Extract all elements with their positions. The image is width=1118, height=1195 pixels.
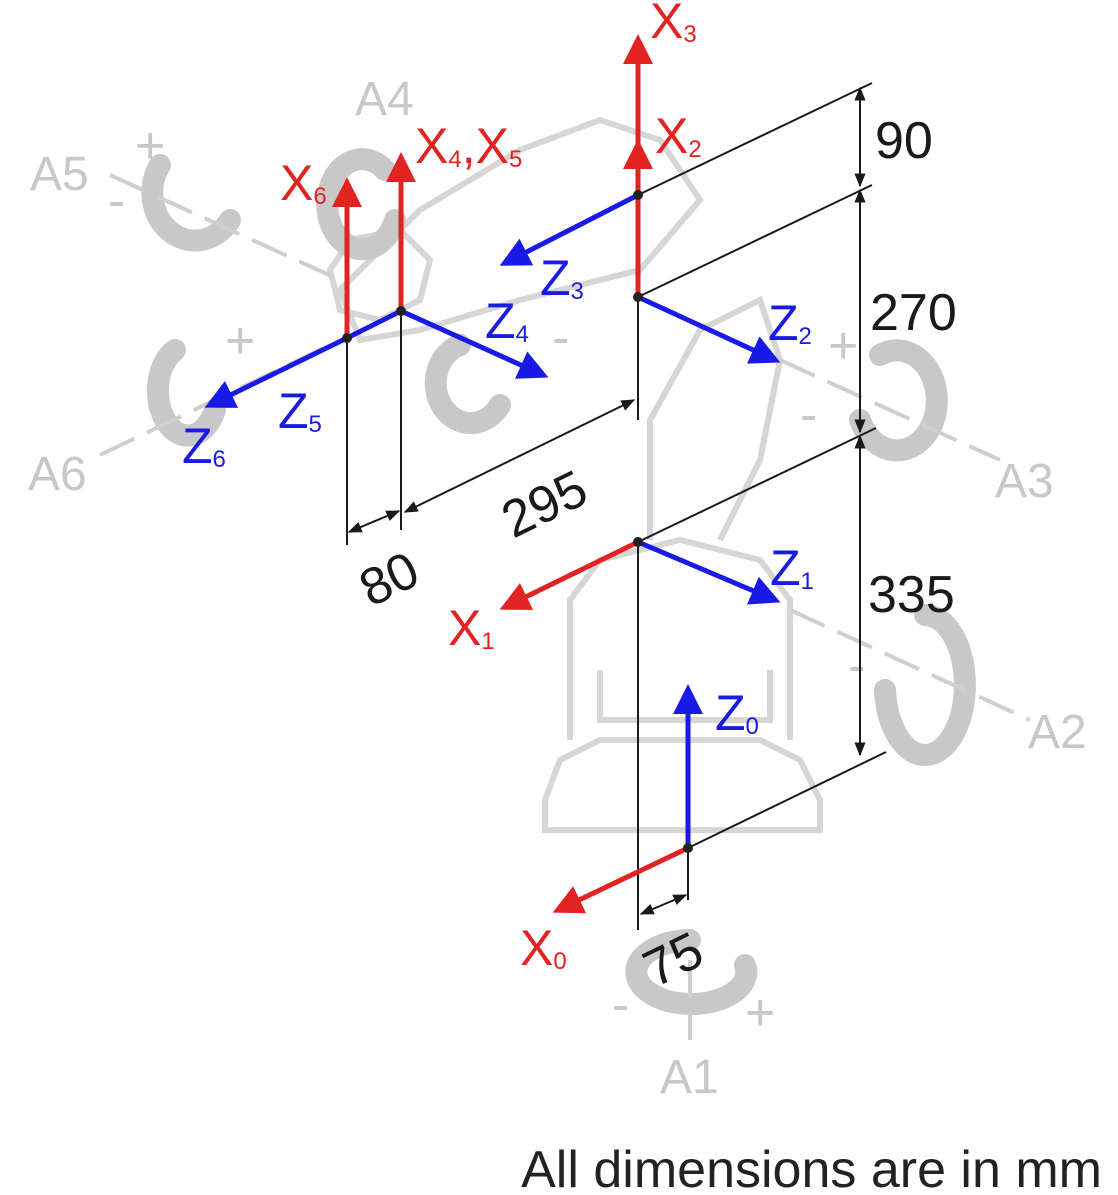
label-x3: X3 [650, 0, 697, 49]
frame-origins [342, 190, 693, 853]
origin-6 [342, 333, 352, 343]
label-x0: X0 [520, 920, 567, 976]
sign-plus-a1: + [745, 984, 775, 1042]
ext-line-j2 [637, 184, 873, 298]
origin-3 [633, 190, 643, 200]
z-axis-arrows [204, 192, 781, 848]
label-z4: Z4 [485, 293, 529, 349]
origin-2 [633, 292, 643, 302]
axis-line-a5 [109, 173, 341, 282]
units-note: All dimensions are in mm [521, 1141, 1102, 1195]
joint-label-a1: A1 [660, 1051, 719, 1104]
x-axis-arrows [332, 34, 690, 914]
ext-line-base [687, 751, 887, 849]
sign-minus-a5: - [108, 172, 125, 230]
label-z2: Z2 [768, 295, 812, 351]
z45-link [345, 308, 403, 341]
dim-arrow-80 [347, 510, 401, 533]
ghost-base [542, 737, 823, 833]
label-z0: Z0 [715, 685, 759, 741]
x1-arrow [499, 539, 640, 610]
axis-labels: X0 Z0 X1 Z1 Z2 X2 X3 Z3 X4,X5 Z4 Z5 [182, 0, 814, 976]
dim-label-270: 270 [870, 284, 957, 342]
label-z3: Z3 [540, 250, 584, 306]
joint-label-a6: A6 [28, 448, 87, 501]
rotation-arrow-a2-icon [874, 604, 976, 766]
z2-arrow [636, 294, 781, 364]
joint-label-a2: A2 [1028, 706, 1087, 759]
ext-line-j1-top [637, 427, 877, 543]
ghost-column [567, 536, 793, 740]
label-x2: X2 [655, 108, 702, 164]
axis-line-a3 [779, 358, 1001, 462]
rotation-arrow-a5-icon [141, 154, 241, 252]
sign-minus-a3: - [800, 386, 817, 444]
dim-label-335: 335 [868, 566, 955, 624]
sign-plus-a5: + [135, 117, 165, 175]
origin-45 [396, 306, 406, 316]
ext-line-top [637, 82, 873, 196]
rotation-arrow-a4-icon [316, 148, 406, 261]
joint-label-a4: A4 [355, 73, 414, 126]
x0-arrow [552, 845, 690, 914]
dim-label-295: 295 [493, 459, 596, 549]
dimension-arrows [347, 86, 866, 915]
dim-label-90: 90 [875, 112, 933, 170]
axis-line-a2 [789, 608, 1031, 722]
sign-plus-a6: + [225, 312, 255, 370]
extension-lines [346, 82, 887, 930]
z1-arrow [637, 539, 781, 605]
sign-plus-a3: + [828, 317, 858, 375]
dim-label-80: 80 [351, 541, 428, 618]
label-x4-x5: X4,X5 [415, 118, 522, 174]
joint-label-a3: A3 [995, 455, 1054, 508]
z3-arrow [499, 192, 640, 266]
z4-arrow [399, 308, 549, 379]
sign-minus-a2: - [848, 637, 865, 695]
joint-labels: A1 A2 A3 A4 A5 A6 + - + - + + - - - [28, 73, 1087, 1104]
ghost-lower-arm [647, 295, 784, 542]
rotation-arrow-a3-icon [849, 339, 948, 462]
label-z6: Z6 [182, 418, 226, 474]
z56-arrow [204, 335, 349, 408]
label-z1: Z1 [770, 540, 814, 596]
dim-arrow-75 [639, 894, 688, 915]
sign-minus-a1: - [612, 976, 629, 1034]
label-x6: X6 [280, 155, 327, 211]
rotation-arrow-wrist-icon [424, 334, 511, 434]
origin-1 [633, 537, 643, 547]
rotation-arrow-a1-icon [625, 929, 758, 1015]
label-x1: X1 [448, 600, 495, 656]
joint-label-a5: A5 [30, 148, 89, 201]
dim-arrow-295 [403, 399, 636, 513]
sign-minus-wrist: - [552, 309, 569, 367]
origin-0 [683, 843, 693, 853]
label-z5: Z5 [278, 383, 322, 439]
ghost-turntable [597, 670, 773, 723]
